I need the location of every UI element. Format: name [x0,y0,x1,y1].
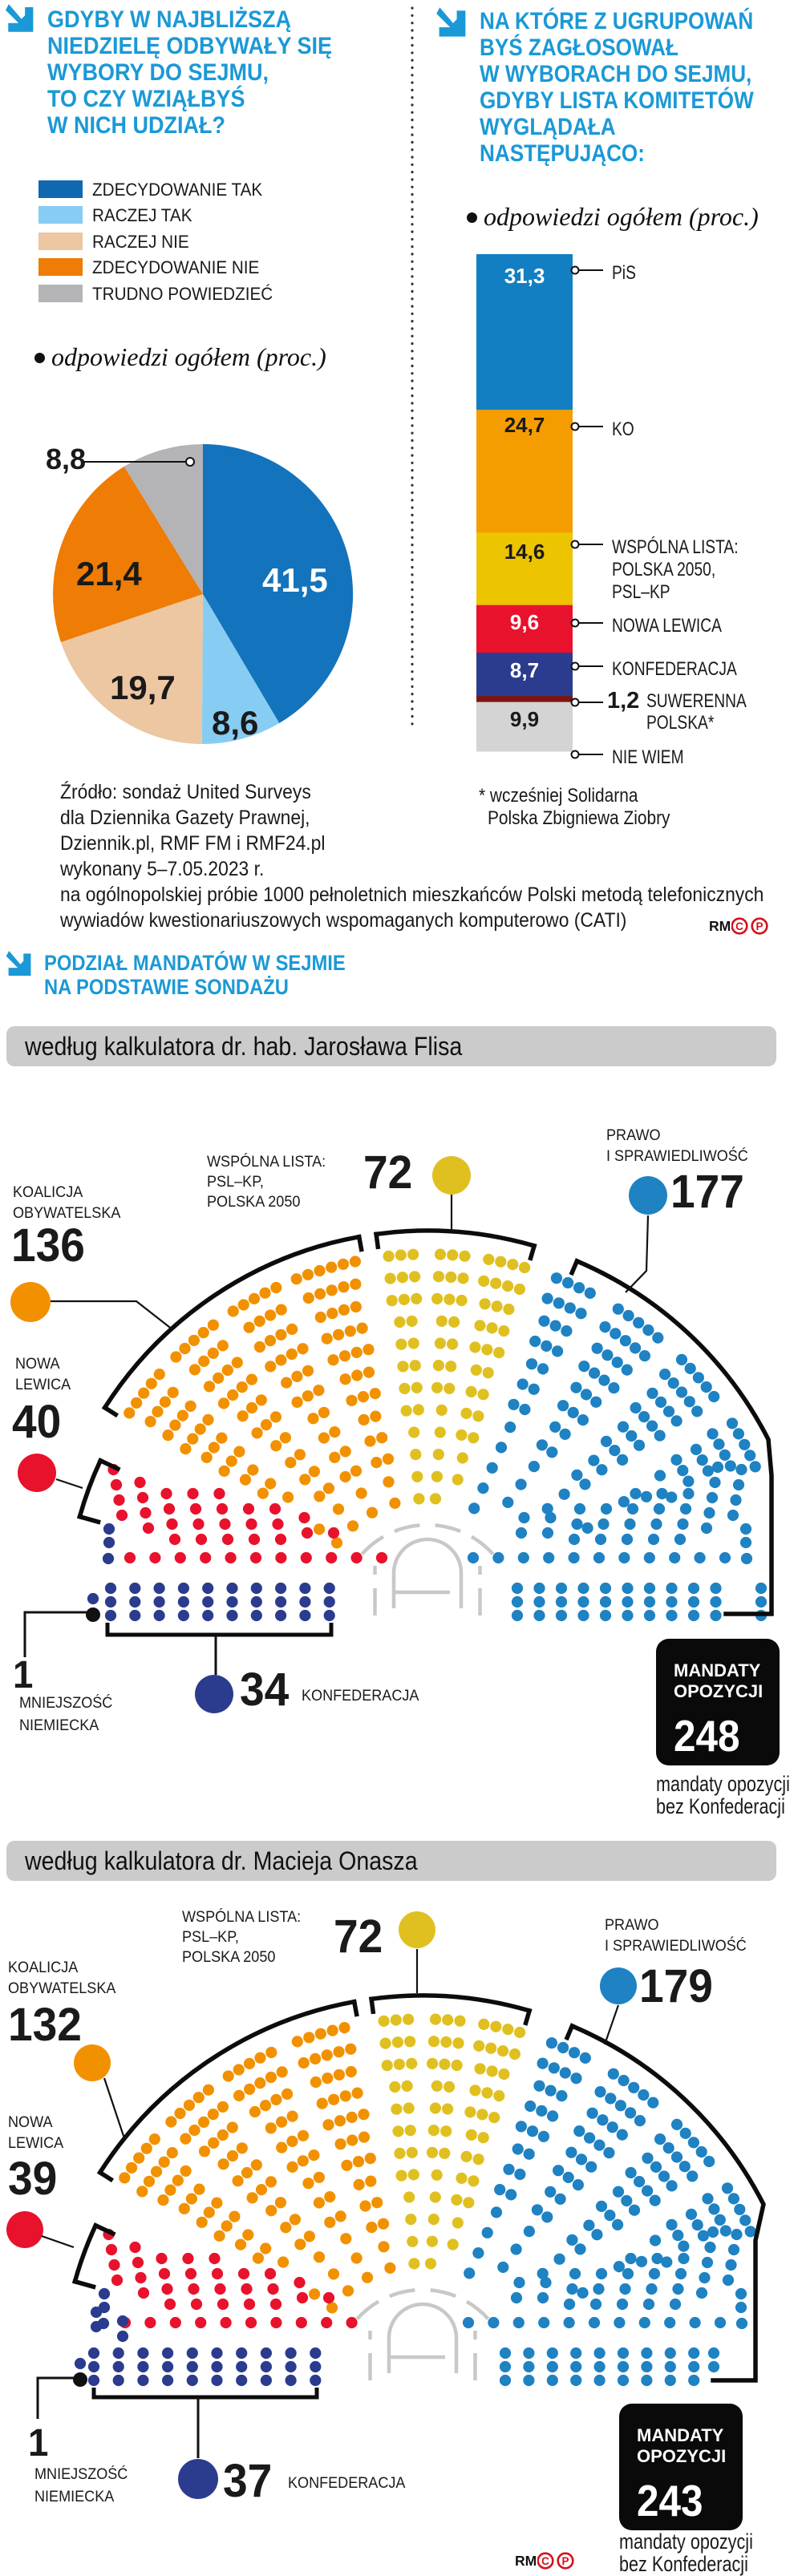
svg-text:P: P [561,2555,569,2567]
svg-text:C: C [541,2555,549,2567]
svg-text:P: P [755,920,763,932]
svg-text:C: C [735,920,743,932]
